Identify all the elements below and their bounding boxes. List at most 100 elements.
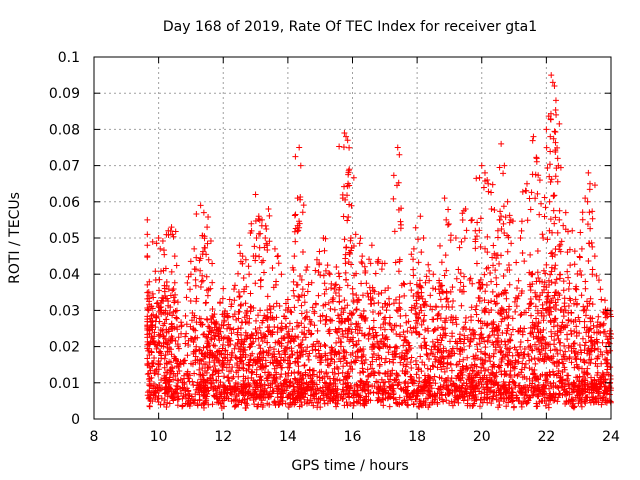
data-point xyxy=(231,383,238,390)
data-point xyxy=(396,331,403,338)
data-point xyxy=(490,389,497,396)
data-point xyxy=(315,292,322,299)
data-point xyxy=(542,345,549,352)
data-point xyxy=(144,360,151,367)
data-point xyxy=(266,212,273,219)
data-point xyxy=(532,360,539,367)
data-point xyxy=(589,266,596,273)
data-point xyxy=(336,273,343,280)
data-point xyxy=(346,326,353,333)
data-point xyxy=(448,367,455,374)
data-point xyxy=(543,398,550,405)
data-point xyxy=(322,301,329,308)
data-point xyxy=(424,325,431,332)
data-point xyxy=(343,359,350,366)
data-point xyxy=(581,375,588,382)
data-point xyxy=(469,216,476,223)
data-point xyxy=(299,336,306,343)
data-point xyxy=(199,321,206,328)
data-point xyxy=(577,268,584,275)
data-point xyxy=(552,262,559,269)
data-point xyxy=(233,362,240,369)
data-point xyxy=(328,317,335,324)
data-point xyxy=(530,133,537,140)
data-point xyxy=(144,216,151,223)
data-point xyxy=(235,308,242,315)
data-point xyxy=(493,300,500,307)
data-point xyxy=(168,351,175,358)
data-point xyxy=(542,377,549,384)
data-point xyxy=(387,321,394,328)
data-point xyxy=(543,261,550,268)
data-point xyxy=(190,339,197,346)
data-point xyxy=(278,354,285,361)
data-point xyxy=(510,389,517,396)
data-point xyxy=(394,144,401,151)
data-point xyxy=(269,314,276,321)
data-point xyxy=(185,337,192,344)
data-point xyxy=(211,320,218,327)
data-point xyxy=(353,341,360,348)
data-point xyxy=(496,260,503,267)
data-point xyxy=(402,384,409,391)
data-point xyxy=(259,319,266,326)
data-point xyxy=(341,348,348,355)
data-point xyxy=(207,237,214,244)
data-point xyxy=(494,382,501,389)
data-point xyxy=(514,372,521,379)
data-point xyxy=(267,393,274,400)
data-point xyxy=(393,343,400,350)
data-point xyxy=(478,162,485,169)
data-point xyxy=(579,381,586,388)
data-point xyxy=(325,391,332,398)
data-point xyxy=(532,375,539,382)
data-point xyxy=(468,331,475,338)
data-point xyxy=(408,251,415,258)
data-point xyxy=(234,329,241,336)
data-point xyxy=(539,231,546,238)
data-point xyxy=(550,353,557,360)
data-point xyxy=(344,402,351,409)
data-point xyxy=(521,346,528,353)
data-point xyxy=(252,360,259,367)
data-point xyxy=(353,306,360,313)
data-point xyxy=(571,364,578,371)
data-point xyxy=(437,385,444,392)
data-point xyxy=(422,376,429,383)
data-point xyxy=(173,262,180,269)
data-point xyxy=(348,202,355,209)
data-point xyxy=(519,188,526,195)
data-point xyxy=(290,383,297,390)
data-point xyxy=(448,314,455,321)
data-point xyxy=(298,276,305,283)
data-point xyxy=(144,389,151,396)
data-point xyxy=(370,344,377,351)
data-point xyxy=(247,356,254,363)
data-point xyxy=(369,354,376,361)
data-point xyxy=(272,281,279,288)
data-point xyxy=(343,244,350,251)
data-point xyxy=(172,337,179,344)
data-point xyxy=(186,372,193,379)
data-point xyxy=(323,317,330,324)
data-point xyxy=(179,402,186,409)
data-point xyxy=(208,336,215,343)
data-point xyxy=(364,366,371,373)
data-point xyxy=(299,286,306,293)
data-point xyxy=(353,306,360,313)
data-point xyxy=(565,380,572,387)
data-point xyxy=(421,377,428,384)
data-point xyxy=(471,361,478,368)
data-point xyxy=(600,322,607,329)
data-point xyxy=(321,290,328,297)
data-point xyxy=(196,366,203,373)
data-point xyxy=(363,384,370,391)
data-point xyxy=(365,293,372,300)
data-point xyxy=(584,350,591,357)
data-point xyxy=(285,370,292,377)
data-point xyxy=(544,236,551,243)
data-point xyxy=(527,206,534,213)
data-point xyxy=(336,284,343,291)
data-point xyxy=(438,259,445,266)
data-point xyxy=(552,305,559,312)
